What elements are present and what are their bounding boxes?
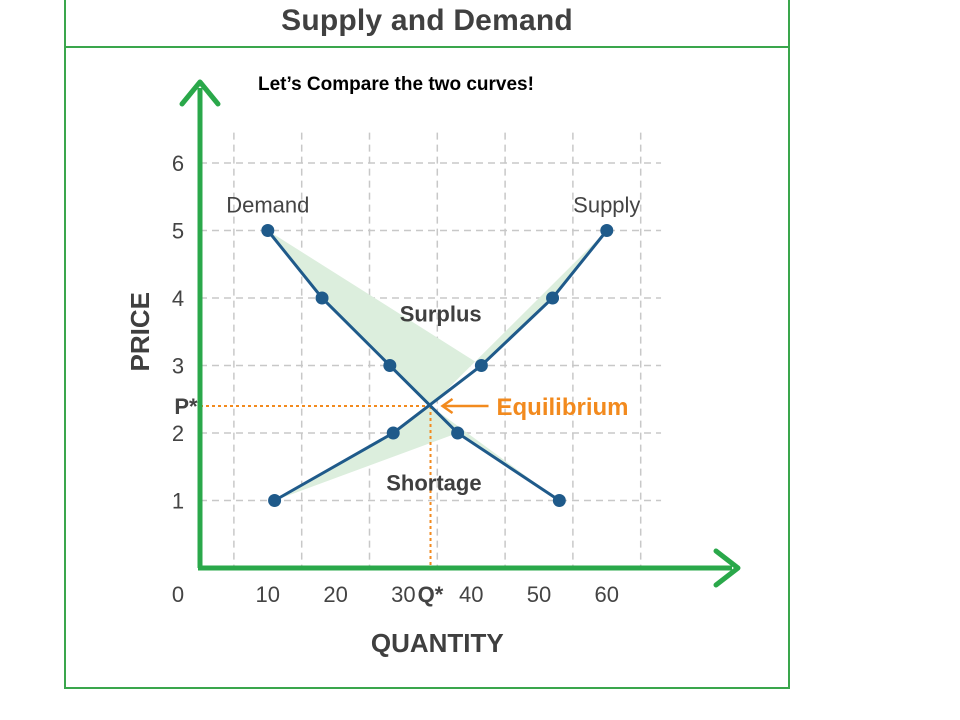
axes — [179, 79, 741, 588]
equilibrium-label: Equilibrium — [497, 394, 629, 421]
shortage-label: Shortage — [386, 470, 481, 495]
chart-title: Supply and Demand — [281, 4, 573, 37]
y-tick-label: 3 — [172, 354, 184, 379]
demand-label: Demand — [226, 193, 309, 218]
demand-point — [315, 291, 329, 305]
y-tick-label: 2 — [172, 421, 184, 446]
y-tick-label: 6 — [172, 151, 184, 176]
supply-point — [386, 426, 400, 440]
demand-point — [451, 426, 465, 440]
demand-point — [261, 224, 275, 237]
demand-point — [383, 359, 397, 372]
y-tick-label: 1 — [172, 489, 184, 514]
y-tick-label: 5 — [172, 219, 184, 244]
x-axis-title: QUANTITY — [371, 628, 504, 658]
grid-lines — [200, 132, 662, 568]
q-star-label: Q* — [418, 582, 444, 607]
chart-subtitle: Let’s Compare the two curves! — [258, 74, 534, 95]
curves — [261, 224, 614, 507]
surplus-region — [267, 230, 607, 406]
surplus-label: Surplus — [400, 302, 482, 327]
supply-point — [474, 359, 488, 372]
equilibrium-guides — [200, 405, 432, 568]
equilibrium-arrow-head — [440, 397, 454, 415]
y-tick-label: 4 — [172, 286, 184, 311]
y-axis-arrowhead — [179, 79, 221, 107]
demand-point — [552, 494, 566, 507]
shortage-region — [274, 406, 560, 501]
shaded-regions — [267, 230, 607, 501]
supply-point — [268, 494, 282, 507]
x-axis-arrowhead — [713, 548, 741, 588]
x-tick-label: 20 — [323, 582, 347, 607]
x-tick-label: 10 — [256, 582, 280, 607]
title-bar: Supply and Demand — [66, 0, 788, 48]
x-tick-label: 0 — [172, 582, 184, 607]
y-axis-title: PRICE — [125, 292, 155, 371]
chart-frame: Supply and Demand — [64, 0, 790, 689]
supply-label: Supply — [573, 193, 640, 218]
supply-point — [546, 291, 560, 305]
x-tick-label: 50 — [527, 582, 551, 607]
x-tick-label: 40 — [459, 582, 483, 607]
supply-point — [600, 224, 614, 237]
x-tick-label: 60 — [595, 582, 619, 607]
p-star-label: P* — [174, 394, 198, 419]
x-tick-label: 30 — [391, 582, 415, 607]
